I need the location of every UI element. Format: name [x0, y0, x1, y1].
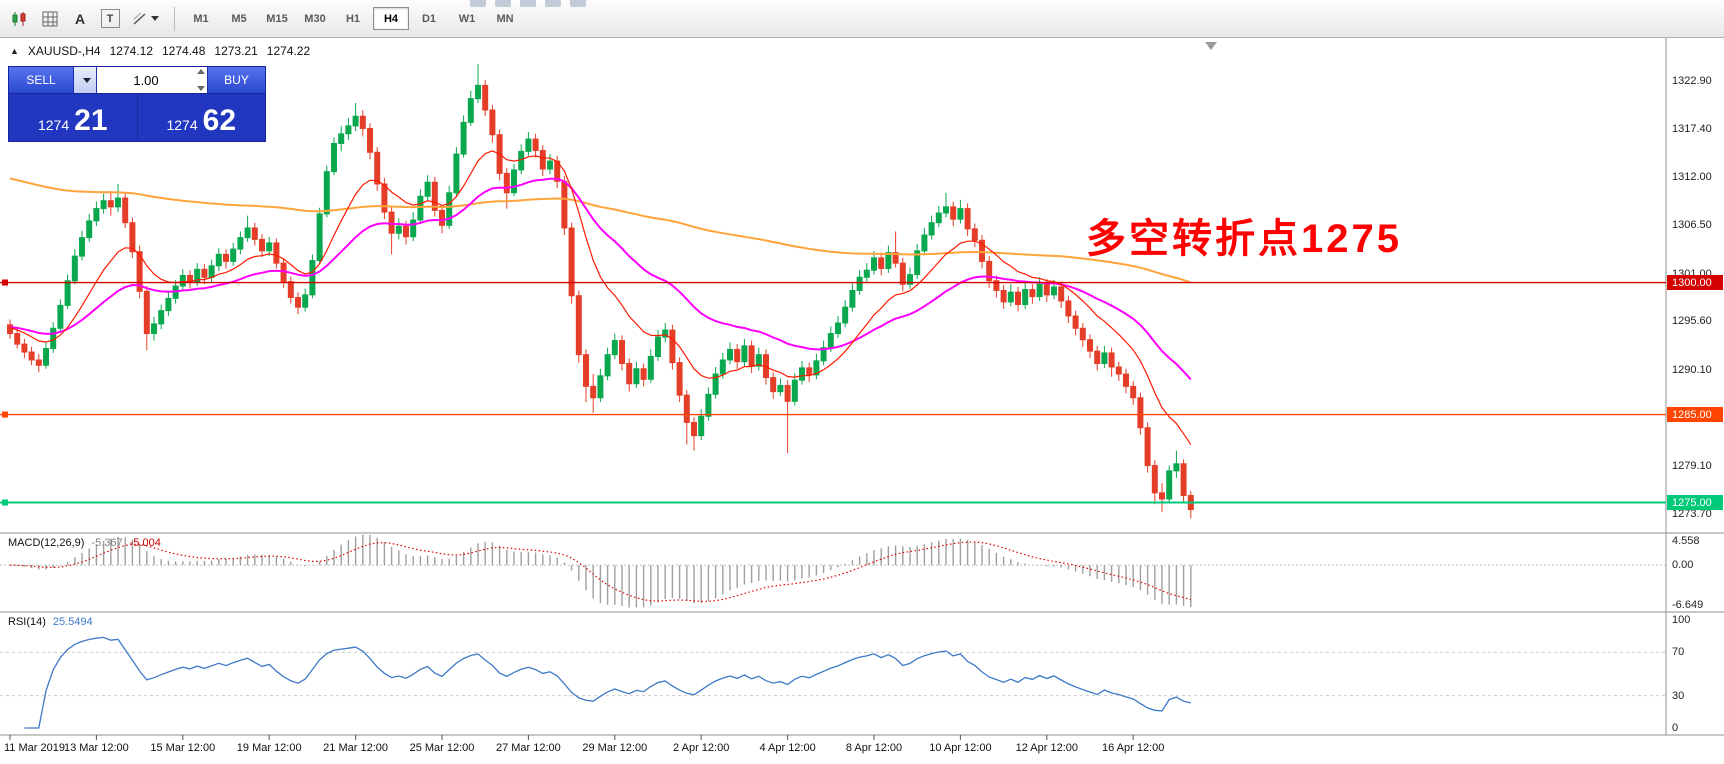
low-value: 1273.21	[214, 44, 258, 58]
ask-main: 1274	[166, 117, 198, 133]
rsi-axis-label: 0	[1672, 722, 1679, 734]
macd-indicator-label: MACD(12,26,9) -5.367 -5.004	[8, 537, 161, 549]
price-axis-label: 1306.50	[1672, 219, 1712, 232]
spin-down-icon[interactable]	[197, 86, 205, 91]
spin-up-icon[interactable]	[197, 69, 205, 74]
time-axis-label: 13 Mar 12:00	[63, 742, 129, 754]
text-label-icon[interactable]: A	[66, 6, 94, 32]
price-axis-label: 1273.70	[1672, 507, 1712, 520]
chart-title: ▲ XAUUSD-,H4 1274.12 1274.48 1273.21 127…	[10, 44, 310, 58]
time-axis-label: 16 Apr 12:00	[1101, 742, 1165, 754]
timeframe-m1[interactable]: M1	[193, 12, 209, 25]
lot-size-input[interactable]	[97, 67, 207, 93]
one-click-trade-panel: SELL BUY 1274 21 1274 62	[8, 66, 266, 142]
time-axis-label: 11 Mar 2019	[4, 742, 65, 754]
timeframe-m5[interactable]: M5	[231, 12, 247, 25]
bid-main: 1274	[37, 117, 70, 133]
bid-quote-button[interactable]: 1274 21	[9, 94, 137, 141]
macd-axis-label: -6.649	[1672, 599, 1704, 611]
toolbar: A T M1 M5 M15 M30 H1 H4 D1 W1 MN	[0, 0, 1724, 38]
rsi-value: 25.5494	[52, 616, 93, 628]
price-axis-label: 1312.00	[1672, 170, 1712, 183]
collapse-one-click-icon[interactable]: ▲	[10, 46, 19, 56]
macd-name: MACD(12,26,9)	[8, 537, 85, 549]
time-axis-label: 25 Mar 12:00	[409, 742, 475, 754]
macd-axis-label: 0.00	[1672, 559, 1694, 572]
lot-dropdown-button[interactable]	[74, 67, 97, 93]
grid-icon[interactable]	[36, 6, 64, 32]
close-value: 1274.22	[266, 44, 311, 58]
price-axis[interactable]	[1666, 38, 1724, 735]
timeframe-h1[interactable]: H1	[345, 12, 361, 25]
time-axis-label: 8 Apr 12:00	[845, 742, 903, 754]
macd-axis-label: 4.558	[1672, 535, 1700, 547]
lot-stepper	[197, 69, 205, 91]
rsi-pane[interactable]	[0, 612, 1666, 735]
price-axis-label: 1290.10	[1672, 363, 1712, 376]
time-axis-label: 4 Apr 12:00	[759, 742, 816, 754]
time-axis-label: 27 Mar 12:00	[495, 742, 561, 754]
ask-pips: 62	[202, 104, 237, 137]
symbol-period-label: XAUUSD-,H4	[27, 44, 101, 58]
timeframe-m30[interactable]: M30	[304, 12, 326, 25]
lot-size-field	[97, 67, 208, 93]
time-axis-label: 2 Apr 12:00	[673, 742, 730, 754]
rsi-axis-label: 30	[1672, 689, 1685, 702]
macd-pane[interactable]	[0, 533, 1666, 612]
price-axis-label: 1295.60	[1672, 315, 1712, 328]
price-level-badge-1275.00[interactable]: 1275.00	[1667, 495, 1723, 511]
cropped-toolbar-icons	[470, 0, 586, 7]
price-axis-label: 1279.10	[1672, 460, 1712, 473]
rsi-axis-label: 100	[1672, 614, 1691, 626]
rsi-axis-label: 70	[1672, 646, 1685, 659]
chart-text-annotation[interactable]: 多空转折点1275	[1086, 217, 1402, 261]
timeframe-m15[interactable]: M15	[266, 12, 288, 25]
macd-value-main: -5.367	[91, 537, 123, 549]
price-axis-label: 1322.90	[1672, 75, 1712, 87]
bid-pips: 21	[74, 104, 108, 137]
chart-window-icon[interactable]	[6, 6, 34, 32]
time-axis-label: 12 Apr 12:00	[1015, 742, 1078, 754]
rsi-name: RSI(14)	[8, 616, 46, 628]
time-axis-label: 21 Mar 12:00	[323, 742, 389, 754]
ask-quote-button[interactable]: 1274 62	[136, 94, 266, 141]
price-level-badge-1285.00[interactable]: 1285.00	[1667, 407, 1723, 423]
time-axis-label: 19 Mar 12:00	[236, 742, 302, 754]
time-axis-label: 29 Mar 12:00	[582, 742, 648, 754]
high-value: 1274.48	[162, 44, 206, 58]
sell-button[interactable]: SELL	[9, 67, 74, 93]
buy-button[interactable]: BUY	[208, 67, 265, 93]
timeframe-w1[interactable]: W1	[458, 12, 476, 25]
time-axis-label: 15 Mar 12:00	[150, 742, 216, 754]
time-axis-label: 10 Apr 12:00	[929, 742, 992, 754]
chevron-down-icon	[82, 77, 91, 83]
price-axis-label: 1317.40	[1672, 123, 1712, 136]
text-box-glyph: T	[100, 9, 120, 28]
timeframe-mn[interactable]: MN	[496, 12, 514, 25]
drawing-tools-icon[interactable]	[126, 6, 164, 32]
chevron-down-icon	[150, 16, 159, 21]
open-value: 1274.12	[109, 44, 153, 58]
toolbar-separator	[174, 6, 175, 31]
price-level-badge-1300.00[interactable]: 1300.00	[1667, 275, 1723, 291]
rsi-indicator-label: RSI(14) 25.5494	[8, 616, 93, 628]
text-label-glyph: A	[74, 10, 86, 27]
macd-value-signal: -5.004	[129, 537, 161, 549]
timeframe-d1[interactable]: D1	[421, 12, 437, 25]
text-box-icon[interactable]: T	[96, 6, 124, 32]
timeframe-h4[interactable]: H4	[373, 7, 409, 30]
timeframe-group: M1 M5 M15 M30 H1 H4 D1 W1 MN	[183, 7, 523, 30]
